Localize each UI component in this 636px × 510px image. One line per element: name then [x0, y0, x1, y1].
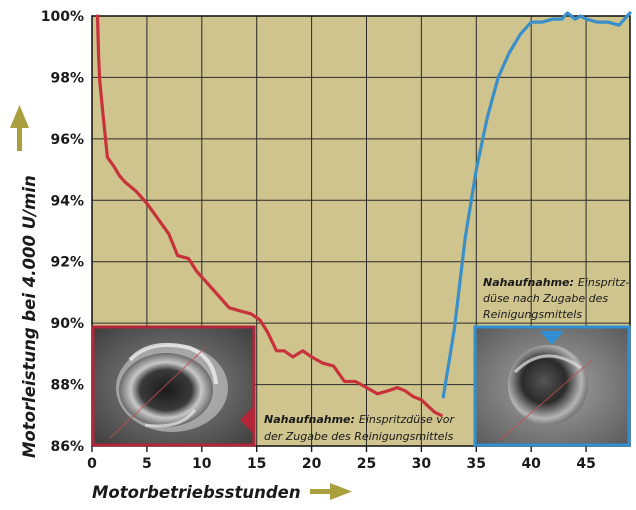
y-tick-label: 88%	[50, 378, 84, 394]
caption-after: Nahaufnahme: Einspritz-	[483, 276, 629, 289]
x-tick-label: 5	[142, 456, 152, 472]
x-tick-label: 35	[467, 456, 486, 472]
caption-before-line2: der Zugabe des Reinigungsmittels	[264, 430, 454, 443]
x-tick-label: 30	[412, 456, 432, 472]
inset-photo-before	[91, 325, 256, 447]
caption-before-bold: Nahaufnahme:	[264, 413, 355, 426]
caption-after-line3: Reinigungsmittels	[483, 308, 582, 321]
x-tick-label: 20	[302, 456, 322, 472]
caption-before-line1: Einspritzdüse vor	[359, 413, 456, 426]
caption-after-bold: Nahaufnahme:	[483, 276, 574, 289]
pointer-after-icon	[540, 331, 564, 345]
x-axis-arrow-icon	[310, 483, 352, 500]
y-tick-labels: 86% 88% 90% 92% 94% 96% 98% 100%	[41, 9, 84, 455]
y-tick-label: 100%	[41, 9, 84, 25]
caption-after-line1: Einspritz-	[578, 276, 629, 289]
y-tick-label: 92%	[50, 255, 84, 271]
x-tick-label: 25	[357, 456, 376, 472]
y-tick-label: 94%	[50, 193, 84, 209]
x-tick-label: 10	[192, 456, 212, 472]
x-tick-labels: 0 5 10 15 20 25 30 35 40 45	[87, 446, 596, 472]
pointer-before-icon	[240, 406, 254, 434]
caption-before: Nahaufnahme: Einspritzdüse vor	[264, 413, 455, 426]
series-line-after-cleaning	[441, 11, 632, 399]
x-tick-label: 40	[521, 456, 541, 472]
x-tick-label: 0	[87, 456, 97, 472]
x-axis-title: Motorbetriebsstunden	[92, 483, 301, 502]
y-axis-arrow-icon	[10, 105, 29, 151]
x-tick-label: 45	[576, 456, 595, 472]
inset-photo-after	[473, 325, 631, 447]
caption-after-line2: düse nach Zugabe des	[483, 292, 608, 305]
y-tick-label: 96%	[50, 132, 84, 148]
y-tick-label: 86%	[50, 439, 84, 455]
y-tick-label: 90%	[50, 316, 84, 332]
series-line-before-cleaning	[95, 14, 443, 417]
y-axis-title: Motorleistung bei 4.000 U/min	[20, 175, 39, 458]
y-tick-label: 98%	[50, 70, 84, 86]
x-tick-label: 15	[247, 456, 266, 472]
plot-frame	[91, 15, 631, 447]
